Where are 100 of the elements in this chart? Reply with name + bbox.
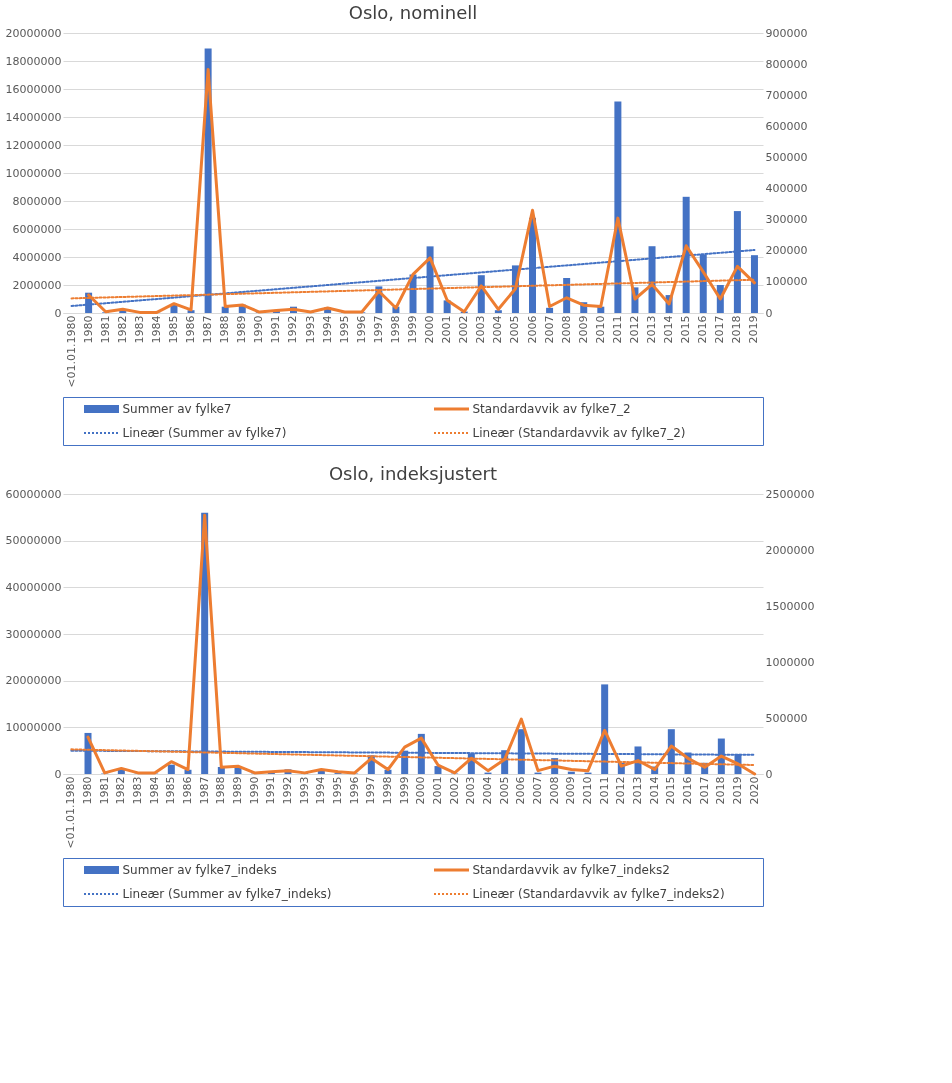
x-tick-label: 2001 [431, 776, 444, 805]
x-tick-label: 2017 [713, 315, 727, 344]
y-tick-label: 12000000 [5, 138, 62, 152]
y2-tick-label: 1000000 [765, 655, 815, 669]
x-tick-label: 1991 [264, 776, 278, 805]
x-tick-label: 1994 [320, 315, 334, 344]
x-tick-label: 2019 [747, 315, 761, 344]
x-tick-label: 1985 [166, 315, 180, 344]
legend-label: Summer av fylke7_indeks [122, 863, 277, 877]
y-tick-label: 16000000 [5, 82, 62, 96]
y-tick-label: 10000000 [5, 166, 62, 180]
x-tick-label: 1981 [98, 315, 112, 344]
x-tick-label: 1982 [114, 776, 128, 805]
x-tick-label: 1996 [354, 315, 368, 344]
x-tick-label: 1998 [388, 315, 402, 344]
x-tick-label: 2006 [514, 776, 528, 805]
x-tick-label: 1988 [218, 315, 232, 344]
x-tick-label: 1992 [281, 776, 294, 805]
x-tick-label: 2018 [730, 315, 744, 344]
x-tick-label: 2007 [542, 315, 556, 344]
y-tick-label: 4000000 [12, 250, 62, 264]
x-tick-label: 1982 [115, 315, 129, 344]
x-tick-label: 1984 [147, 776, 161, 805]
x-tick-label: 1995 [331, 776, 344, 805]
x-tick-label: 2001 [440, 315, 454, 344]
x-tick-label: 1983 [132, 315, 146, 344]
x-tick-label: 2013 [645, 315, 659, 344]
x-tick-label: 2010 [581, 776, 594, 805]
x-tick-label: 2009 [576, 315, 590, 344]
y2-tick-label: 2500000 [765, 487, 815, 501]
y-tick-label: 0 [54, 767, 62, 781]
x-tick-label: 1997 [371, 315, 385, 344]
x-tick-label: 2017 [697, 776, 711, 805]
x-tick-label: 1980 [81, 776, 94, 805]
x-tick-label: 2015 [664, 776, 678, 805]
x-tick-label: 1999 [406, 315, 419, 344]
x-tick-label: 2011 [610, 315, 624, 344]
x-tick-label: 2005 [508, 315, 522, 344]
x-tick-label: 2003 [464, 776, 478, 805]
x-tick-label: 1989 [235, 315, 249, 344]
y2-tick-label: 200000 [765, 244, 808, 258]
legend-label: Lineær (Standardavvik av fylke7_2) [472, 426, 686, 440]
x-tick-label: 1996 [347, 776, 361, 805]
x-tick-label: 2009 [564, 776, 578, 805]
x-tick-label: 1987 [201, 315, 215, 344]
x-tick-label: 2013 [631, 776, 644, 805]
x-tick-label: 2007 [531, 776, 544, 805]
x-tick-label: 1991 [269, 315, 283, 344]
y2-tick-label: 400000 [765, 182, 808, 196]
y-tick-label: 6000000 [12, 222, 62, 236]
legend-label: Lineær (Standardavvik av fylke7_indeks2) [472, 887, 725, 901]
x-tick-label: 1983 [131, 776, 144, 805]
x-tick-label: 1990 [247, 776, 261, 805]
legend-label: Lineær (Summer av fylke7_indeks) [122, 887, 332, 901]
x-tick-label: 1995 [337, 315, 351, 344]
x-tick-label: 1998 [381, 776, 394, 805]
x-tick-label: 2011 [597, 776, 611, 805]
x-tick-label: <01.01.1980 [64, 776, 78, 849]
legend-label: Standardavvik av fylke7_indeks2 [472, 863, 670, 877]
x-tick-label: 2015 [679, 315, 693, 344]
x-tick-label: 2008 [559, 315, 573, 344]
y-tick-label: 20000000 [5, 26, 62, 40]
x-tick-label: 2004 [491, 315, 505, 344]
x-tick-label: 2018 [714, 776, 728, 805]
y-tick-label: 60000000 [5, 487, 62, 501]
x-tick-label: 1981 [97, 776, 111, 805]
y2-tick-label: 500000 [765, 711, 808, 725]
x-tick-label: 2020 [747, 776, 761, 805]
y-tick-label: 30000000 [5, 627, 62, 641]
x-tick-label: 1987 [197, 776, 211, 805]
y-tick-label: 0 [54, 306, 62, 320]
y-tick-label: 8000000 [12, 194, 62, 208]
x-tick-label: 1986 [181, 776, 194, 805]
x-tick-label: 1993 [303, 315, 317, 344]
y-tick-label: 40000000 [5, 580, 62, 594]
x-tick-label: 1993 [297, 776, 311, 805]
y2-tick-label: 0 [765, 767, 773, 781]
x-tick-label: 2002 [447, 776, 461, 805]
legend-label: Summer av fylke7 [122, 402, 232, 416]
x-tick-label: 2016 [681, 776, 694, 805]
x-tick-label: 2012 [627, 315, 641, 344]
x-tick-label: 2000 [423, 315, 437, 344]
x-tick-label: 1994 [314, 776, 328, 805]
chart-title: Oslo, nominell [348, 2, 478, 23]
y-tick-label: 20000000 [5, 674, 62, 688]
y-tick-label: 2000000 [12, 278, 62, 292]
legend-label: Standardavvik av fylke7_2 [472, 402, 631, 416]
x-tick-label: 1985 [164, 776, 178, 805]
x-tick-label: 2014 [662, 315, 676, 344]
x-tick-label: 2002 [457, 315, 471, 344]
y2-tick-label: 900000 [765, 26, 808, 40]
x-tick-label: <01.01.1980 [64, 315, 78, 388]
x-tick-label: 2008 [547, 776, 561, 805]
y-tick-label: 50000000 [5, 534, 62, 548]
y2-tick-label: 700000 [765, 88, 808, 102]
y2-tick-label: 1500000 [765, 599, 815, 613]
legend-label: Lineær (Summer av fylke7) [122, 426, 287, 440]
x-tick-label: 2004 [481, 776, 494, 805]
x-tick-label: 1986 [184, 315, 198, 344]
x-tick-label: 1992 [286, 315, 300, 344]
